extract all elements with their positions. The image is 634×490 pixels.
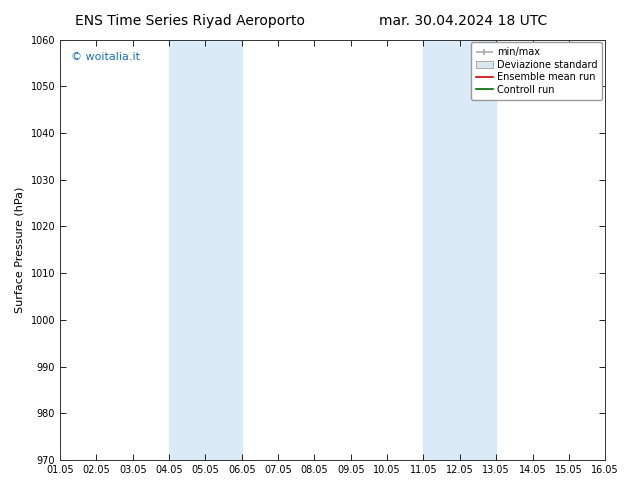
Y-axis label: Surface Pressure (hPa): Surface Pressure (hPa)	[15, 187, 25, 313]
Legend: min/max, Deviazione standard, Ensemble mean run, Controll run: min/max, Deviazione standard, Ensemble m…	[470, 43, 602, 99]
Text: © woitalia.it: © woitalia.it	[71, 52, 140, 62]
Text: ENS Time Series Riyad Aeroporto: ENS Time Series Riyad Aeroporto	[75, 14, 305, 28]
Bar	[169, 40, 242, 460]
Text: mar. 30.04.2024 18 UTC: mar. 30.04.2024 18 UTC	[378, 14, 547, 28]
Bar	[424, 40, 496, 460]
